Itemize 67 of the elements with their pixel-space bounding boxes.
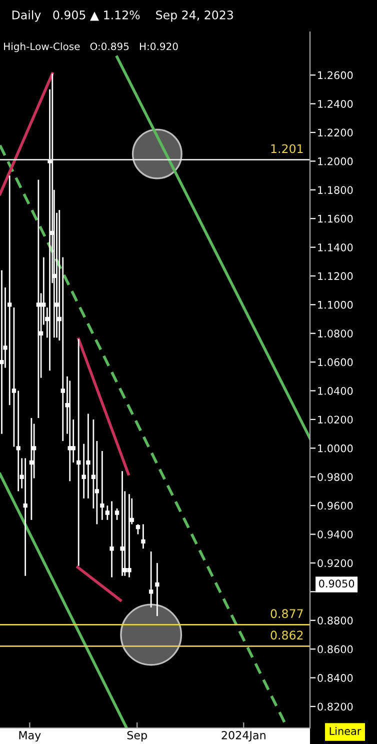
point [91, 474, 96, 479]
point [20, 474, 24, 479]
y-tick-label: 1.1400 [318, 243, 353, 252]
point [38, 331, 44, 336]
ref-line-label: 0.862 [270, 630, 303, 640]
point [23, 503, 28, 508]
y-tick-label: 1.1800 [318, 186, 353, 194]
point [100, 503, 104, 508]
point [12, 388, 16, 393]
point [8, 302, 12, 307]
point [136, 525, 140, 530]
point [110, 546, 114, 551]
point [3, 346, 8, 350]
point [71, 446, 76, 450]
ref-line-label: 1.201 [271, 144, 303, 154]
text: Linear [330, 726, 362, 736]
point [127, 568, 132, 572]
point [82, 474, 86, 479]
point [57, 316, 62, 322]
y-tick-label: 0.8200 [318, 702, 353, 711]
point [130, 518, 134, 522]
text: 0.9050 [319, 580, 354, 588]
y-tick-label: 1.1600 [318, 214, 353, 223]
point [42, 302, 46, 307]
point [45, 316, 50, 322]
y-tick-label: 0.9400 [318, 530, 353, 538]
chart-title: Daily 0.905 ▲ 1.12% Sep 24, 2023 [12, 10, 233, 22]
y-tick-label: 0.8400 [318, 674, 353, 682]
y-tick-label: 0.8600 [318, 645, 353, 654]
point [54, 302, 59, 307]
point [0, 360, 4, 364]
y-tick-label: 1.2400 [318, 100, 353, 108]
point [105, 510, 110, 515]
y-tick-label: 0.9200 [318, 559, 353, 568]
y-tick-label: 0.9800 [318, 473, 353, 481]
y-tick-label: 1.2000 [318, 157, 353, 166]
point [36, 302, 41, 307]
point [16, 446, 20, 450]
point [120, 546, 124, 551]
y-tick-label: 1.0600 [318, 358, 353, 366]
y-tick-label: 1.1200 [318, 272, 353, 280]
y-tick-label: 1.0200 [318, 416, 353, 424]
x-tick-label: May [19, 731, 41, 742]
point [148, 590, 154, 594]
y-tick-label: 1.0000 [318, 444, 353, 452]
point [65, 403, 70, 408]
y-tick-label: 1.0800 [318, 330, 353, 338]
y-tick-label: 1.0400 [318, 386, 353, 395]
point [76, 460, 81, 465]
point [32, 446, 36, 450]
ref-line-label: 0.877 [270, 609, 303, 618]
point [122, 568, 127, 572]
point [94, 489, 100, 494]
y-tick-label: 0.8800 [318, 616, 353, 624]
point [86, 460, 90, 465]
x-tick-label: Sep [127, 730, 147, 742]
point [29, 460, 34, 465]
y-tick-label: 1.2200 [318, 128, 353, 137]
point [114, 510, 120, 515]
point [141, 539, 146, 544]
y-tick-label: 1.2600 [318, 71, 353, 80]
point [60, 388, 65, 393]
text: High-Low-Close O:0.895 H:0.920 [4, 42, 178, 52]
y-tick-label: 1.1000 [318, 300, 353, 309]
point [155, 582, 160, 587]
y-tick-label: 0.9600 [318, 502, 353, 510]
x-tick-label: 2024Jan [222, 730, 266, 742]
